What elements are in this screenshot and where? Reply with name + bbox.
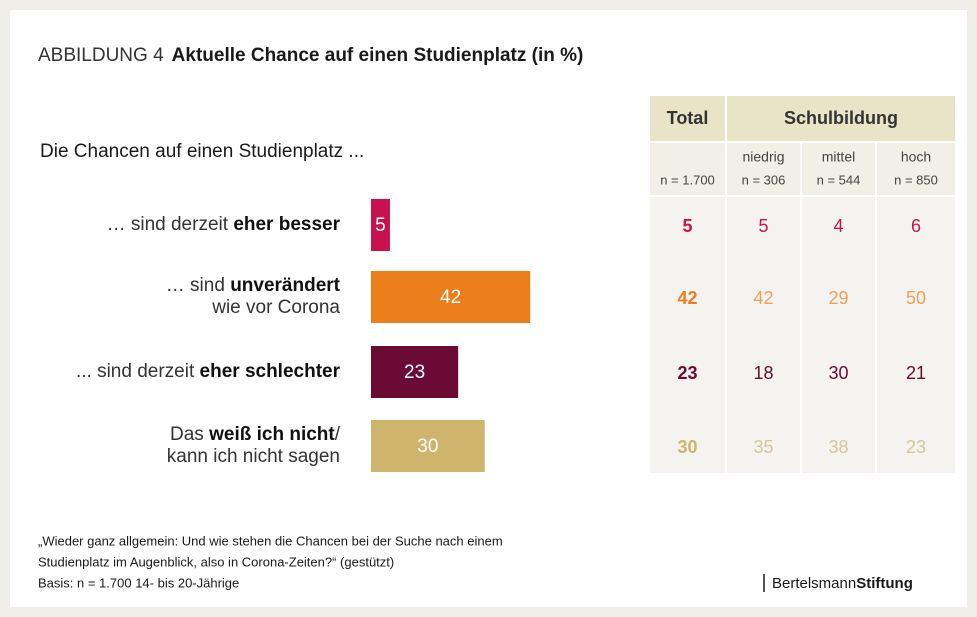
table-cell: 42 xyxy=(753,288,773,308)
category-label-part: … sind xyxy=(166,275,230,296)
table-cell: 42 xyxy=(677,288,697,308)
title-prefix: ABBILDUNG 4 xyxy=(38,45,164,66)
table-cell: 6 xyxy=(911,216,921,236)
bar-value-label: 5 xyxy=(375,215,386,236)
table-header: Schulbildung xyxy=(784,108,898,128)
table-cell: 18 xyxy=(753,363,773,383)
subtitle: Die Chancen auf einen Studienplatz ... xyxy=(40,141,364,162)
footnote-line: Studienplatz im Augenblick, also in Coro… xyxy=(38,554,394,569)
footnote-line: Basis: n = 1.700 14- bis 20-Jährige xyxy=(38,575,239,590)
table-cell: 23 xyxy=(677,363,697,383)
category-label-part: / xyxy=(335,424,341,445)
bar xyxy=(371,420,485,472)
table-subheader: mittel xyxy=(822,149,855,165)
category-label: wie vor Corona xyxy=(211,297,340,318)
category-label-part: unverändert xyxy=(230,275,340,296)
chart-title: ABBILDUNG 4 Aktuelle Chance auf einen Stu… xyxy=(38,45,583,66)
table-subheader: niedrig xyxy=(742,149,784,165)
table-cell: 23 xyxy=(906,437,926,457)
table-n-label: n = 306 xyxy=(742,172,786,187)
bar-value-label: 42 xyxy=(440,287,461,308)
category-label-part: weiß ich nicht xyxy=(208,424,335,445)
title-text: Aktuelle Chance auf einen Studienplatz (… xyxy=(172,45,584,66)
table-subheader-bg xyxy=(650,143,725,195)
category-label: … sind unverändert xyxy=(166,275,341,296)
table-cell: 21 xyxy=(906,363,926,383)
table-cell: 5 xyxy=(758,216,768,236)
bar xyxy=(371,271,531,323)
table-subheader-bg xyxy=(802,143,875,195)
category-label-part: … sind derzeit xyxy=(107,214,234,235)
table-n-label: n = 1.700 xyxy=(660,172,715,187)
category-label: … sind derzeit eher besser xyxy=(107,214,341,235)
table-header-bg xyxy=(650,96,725,141)
table-body-bg xyxy=(650,197,725,473)
footnote-line: „Wieder ganz allgemein: Und wie stehen d… xyxy=(38,533,503,548)
bar-value-label: 30 xyxy=(417,436,438,457)
category-label: Das weiß ich nicht/ xyxy=(170,424,341,445)
bar xyxy=(371,346,459,398)
table-cell: 30 xyxy=(677,437,697,457)
category-label: kann ich nicht sagen xyxy=(167,446,340,467)
table-cell: 30 xyxy=(828,363,848,383)
category-label-part: Das xyxy=(170,424,209,445)
table-subheader: hoch xyxy=(901,149,931,165)
category-label-part: eher schlechter xyxy=(200,361,341,382)
table-body-bg xyxy=(877,197,955,473)
category-label-part: ... sind derzeit xyxy=(76,361,200,382)
table-body-bg xyxy=(802,197,875,473)
category-label-part: eher besser xyxy=(233,214,340,235)
table-n-label: n = 850 xyxy=(894,172,938,187)
table-cell: 38 xyxy=(828,437,848,457)
logo-part: Stiftung xyxy=(856,575,913,592)
logo-part: Bertelsmann xyxy=(772,575,856,592)
category-label-part: wie vor Corona xyxy=(211,297,340,318)
logo: BertelsmannStiftung xyxy=(772,575,913,592)
table-n-label: n = 544 xyxy=(817,172,861,187)
table-cell: 5 xyxy=(682,216,692,236)
table-subheader-bg xyxy=(727,143,800,195)
table-header: Total xyxy=(667,108,709,128)
bar-value-label: 23 xyxy=(404,362,425,383)
table-cell: 50 xyxy=(906,288,926,308)
table-header-bg xyxy=(727,96,955,141)
table-body-bg xyxy=(727,197,800,473)
category-label: ... sind derzeit eher schlechter xyxy=(76,361,341,382)
category-label-part: kann ich nicht sagen xyxy=(167,446,340,467)
table-subheader-bg xyxy=(877,143,955,195)
table-cell: 4 xyxy=(833,216,843,236)
table-cell: 29 xyxy=(828,288,848,308)
bar xyxy=(371,199,390,251)
table-cell: 35 xyxy=(753,437,773,457)
